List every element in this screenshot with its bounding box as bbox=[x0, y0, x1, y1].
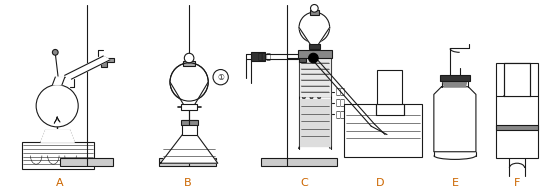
Text: 有孔: 有孔 bbox=[335, 87, 345, 96]
Bar bbox=[375, 104, 404, 115]
Polygon shape bbox=[65, 56, 110, 79]
Polygon shape bbox=[434, 87, 476, 152]
Circle shape bbox=[36, 85, 78, 127]
Bar bbox=[299, 54, 306, 62]
Bar bbox=[183, 61, 195, 66]
Polygon shape bbox=[442, 79, 467, 87]
Polygon shape bbox=[299, 27, 330, 45]
Bar bbox=[22, 142, 94, 169]
Circle shape bbox=[170, 63, 208, 101]
Bar bbox=[298, 50, 331, 58]
Bar bbox=[182, 120, 198, 125]
Circle shape bbox=[309, 53, 318, 63]
Circle shape bbox=[302, 96, 305, 99]
Bar bbox=[182, 104, 197, 110]
Bar bbox=[310, 10, 319, 15]
Bar bbox=[378, 70, 402, 104]
Bar bbox=[504, 63, 530, 96]
Circle shape bbox=[213, 70, 228, 85]
Bar bbox=[442, 87, 468, 94]
Bar bbox=[496, 63, 538, 158]
Bar bbox=[261, 158, 338, 166]
Polygon shape bbox=[300, 58, 330, 96]
Bar bbox=[496, 125, 538, 130]
Polygon shape bbox=[300, 99, 330, 146]
Circle shape bbox=[299, 12, 330, 43]
Bar bbox=[183, 120, 197, 135]
Text: D: D bbox=[376, 177, 384, 187]
Text: E: E bbox=[451, 177, 458, 187]
Text: F: F bbox=[514, 177, 520, 187]
Text: 弹簧夹: 弹簧夹 bbox=[258, 53, 272, 62]
Bar bbox=[344, 104, 422, 156]
Text: ①: ① bbox=[217, 73, 224, 82]
Circle shape bbox=[310, 5, 318, 12]
Text: C: C bbox=[300, 177, 307, 187]
Circle shape bbox=[184, 53, 194, 63]
Bar bbox=[251, 52, 265, 61]
Circle shape bbox=[317, 96, 321, 99]
Text: B: B bbox=[183, 177, 191, 187]
Polygon shape bbox=[52, 77, 65, 85]
Bar bbox=[101, 59, 107, 67]
Polygon shape bbox=[55, 116, 60, 123]
Text: A: A bbox=[56, 177, 64, 187]
Circle shape bbox=[52, 50, 58, 55]
Text: 塑料: 塑料 bbox=[335, 98, 345, 108]
Bar bbox=[106, 58, 114, 62]
Text: 隔板: 隔板 bbox=[335, 110, 345, 119]
Bar bbox=[309, 44, 320, 50]
Bar bbox=[439, 75, 470, 81]
Polygon shape bbox=[160, 135, 218, 163]
Bar bbox=[60, 158, 113, 166]
Circle shape bbox=[310, 96, 313, 99]
Polygon shape bbox=[41, 130, 75, 142]
Polygon shape bbox=[170, 82, 208, 106]
Bar bbox=[159, 158, 216, 166]
